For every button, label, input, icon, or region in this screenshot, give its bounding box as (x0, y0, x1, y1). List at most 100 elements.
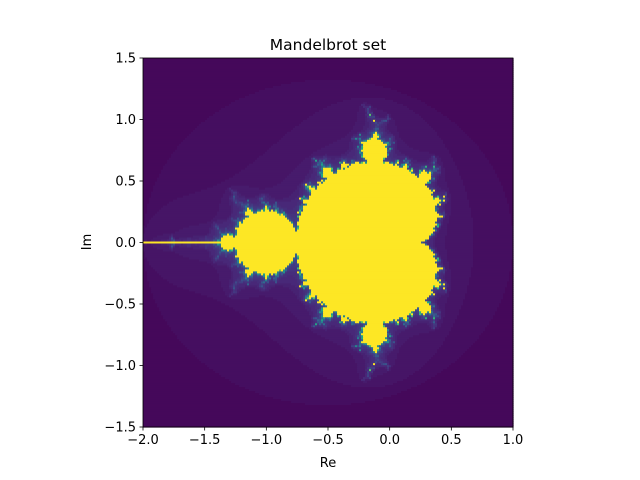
pixel-run (445, 195, 448, 199)
pixel-run (369, 375, 372, 378)
pixel-run (389, 139, 392, 143)
pixel-run (259, 393, 398, 396)
pixel-run (149, 199, 174, 203)
pixel-run (267, 281, 270, 284)
pixel-run (251, 205, 254, 209)
pixel-run (329, 339, 350, 342)
pixel-run (421, 167, 424, 171)
pixel-run (303, 303, 306, 306)
pixel-run (311, 189, 432, 193)
pixel-run (241, 269, 244, 273)
pixel-run (155, 183, 218, 187)
pixel-run (273, 273, 276, 277)
pixel-run (217, 253, 220, 257)
pixel-run (451, 207, 472, 211)
pixel-run (389, 343, 392, 346)
pixel-run (357, 119, 366, 123)
pixel-run (149, 197, 178, 201)
pixel-run (373, 347, 380, 350)
pixel-run (341, 137, 352, 141)
pixel-run (319, 309, 322, 312)
pixel-run (509, 211, 514, 215)
pixel-run (239, 201, 244, 205)
pixel-run (341, 155, 354, 159)
pixel-run (291, 267, 298, 271)
pixel-run (165, 163, 250, 167)
pixel-run (317, 325, 320, 328)
pixel-run (413, 325, 430, 328)
pixel-run (431, 193, 434, 197)
pixel-run (389, 141, 392, 145)
pixel-run (375, 399, 514, 402)
pixel-run (441, 271, 444, 275)
pixel-run (447, 297, 466, 300)
pixel-run (211, 229, 216, 233)
pixel-run (435, 305, 438, 308)
pixel-run (249, 275, 252, 279)
pixel-run (277, 275, 280, 279)
pixel-run (303, 185, 306, 189)
pixel-run (323, 311, 334, 314)
pixel-run (367, 137, 370, 141)
pixel-run (249, 281, 252, 284)
pixel-run (357, 113, 366, 117)
pixel-run (225, 303, 284, 306)
pixel-run (349, 339, 354, 342)
pixel-run (391, 161, 394, 165)
pixel-run (217, 255, 220, 259)
pixel-run (359, 347, 364, 350)
pixel-run (435, 287, 438, 290)
pixel-run (341, 317, 348, 320)
pixel-run (451, 327, 486, 330)
pixel-run (435, 323, 438, 326)
pixel-run (347, 349, 354, 352)
pixel-run (283, 347, 346, 350)
pixel-run (377, 359, 380, 362)
pixel-run (245, 287, 256, 290)
pixel-run (195, 191, 226, 195)
pixel-run (435, 205, 438, 209)
pixel-run (297, 227, 300, 231)
pixel-run (225, 227, 228, 231)
pixel-run (439, 175, 446, 179)
pixel-run (509, 279, 514, 282)
pixel-run (441, 205, 444, 209)
pixel-run (315, 175, 320, 179)
pixel-run (301, 281, 304, 284)
pixel-run (261, 287, 264, 290)
pixel-run (395, 147, 398, 151)
pixel-run (257, 281, 262, 284)
pixel-run (297, 213, 300, 217)
pixel-run (473, 343, 514, 346)
pixel-run (209, 231, 212, 235)
pixel-run (367, 353, 370, 356)
pixel-run (225, 233, 228, 237)
pixel-run (435, 195, 438, 199)
pixel-run (249, 207, 252, 211)
pixel-run (315, 321, 318, 324)
pixel-run (143, 297, 154, 300)
pixel-run (241, 277, 244, 280)
pixel-run (451, 277, 470, 280)
pixel-run (433, 127, 462, 131)
pixel-run (367, 375, 370, 378)
pixel-run (179, 245, 188, 249)
pixel-run (177, 337, 272, 340)
pixel-run (413, 167, 420, 171)
pixel-run (445, 143, 478, 147)
pixel-run (143, 67, 514, 71)
pixel-run (391, 345, 394, 348)
pixel-run (181, 141, 278, 145)
pixel-run (433, 227, 436, 231)
pixel-run (391, 151, 394, 155)
pixel-run (473, 237, 514, 241)
pixel-run (303, 285, 306, 288)
pixel-run (297, 195, 300, 199)
pixel-run (359, 133, 362, 137)
pixel-run (449, 365, 514, 368)
pixel-run (319, 157, 324, 161)
pixel-run (297, 295, 300, 298)
pixel-run (355, 159, 358, 163)
pixel-run (233, 203, 236, 207)
pixel-run (351, 159, 354, 163)
